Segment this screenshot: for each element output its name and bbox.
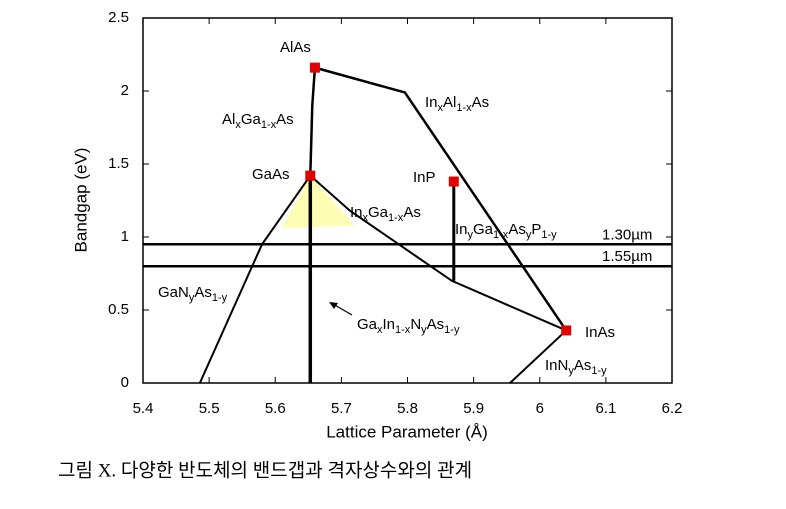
label-part: In — [350, 204, 363, 221]
point — [448, 176, 459, 187]
label-part: x — [235, 119, 241, 131]
label-part: 1-x — [395, 324, 411, 336]
label-part: As — [574, 357, 592, 374]
label-part: As — [403, 204, 421, 221]
label-part: InN — [545, 357, 568, 374]
label-part: GaN — [158, 284, 189, 301]
label-part: x — [438, 102, 444, 114]
point-label: InAs — [585, 324, 615, 341]
label-part: 1-x — [456, 102, 472, 114]
label-part: N — [410, 316, 421, 333]
label-part: As — [427, 316, 445, 333]
label-part: 1-x — [493, 229, 509, 241]
label-part: 1-x — [261, 119, 277, 131]
point — [309, 62, 320, 73]
x-tick-label: 6 — [536, 400, 544, 417]
x-tick-label: 5.9 — [463, 400, 484, 417]
x-tick-label: 5.8 — [397, 400, 418, 417]
x-tick-label: 5.5 — [199, 400, 220, 417]
y-tick-label: 2.5 — [108, 9, 129, 26]
point-label: InP — [413, 169, 436, 186]
label-part: x — [363, 212, 369, 224]
label-part: y — [468, 229, 474, 241]
curve-label: InyGa1-xAsyP1-y — [455, 221, 557, 241]
curve — [309, 174, 567, 332]
label-part: y — [189, 292, 195, 304]
label-part: y — [568, 365, 574, 377]
curve-label: GaNyAs1-y — [158, 284, 228, 304]
shaded-region — [281, 175, 355, 229]
wavelength-label: 1.55µm — [602, 248, 652, 265]
label-part: 1-y — [541, 229, 557, 241]
point — [305, 170, 316, 181]
label-part: x — [377, 324, 383, 336]
label-part: In — [455, 221, 468, 238]
y-tick-label: 0 — [121, 374, 129, 391]
x-tick-label: 6.1 — [595, 400, 616, 417]
curve — [509, 329, 567, 384]
arrow — [332, 303, 353, 316]
label-part: P — [531, 221, 541, 238]
label-part: As — [472, 94, 490, 111]
label-part: In — [425, 94, 438, 111]
x-axis-label: Lattice Parameter (Å) — [326, 422, 488, 441]
label-part: Ga — [241, 111, 262, 128]
curve — [314, 66, 568, 332]
label-part: 1-x — [388, 212, 404, 224]
curve-label: AlxGa1-xAs — [222, 111, 294, 131]
label-part: Ga — [357, 316, 378, 333]
y-axis-label: Bandgap (eV) — [71, 148, 90, 253]
y-tick-label: 1 — [121, 228, 129, 245]
label-part: Ga — [368, 204, 389, 221]
x-tick-label: 6.2 — [662, 400, 683, 417]
curve-label: InNyAs1-y — [545, 357, 607, 377]
arrow-head — [329, 302, 338, 309]
label-part: y — [526, 229, 532, 241]
label-part: In — [383, 316, 396, 333]
x-tick-label: 5.4 — [133, 400, 154, 417]
curve — [309, 67, 317, 176]
label-part: Al — [443, 94, 456, 111]
x-tick-label: 5.6 — [265, 400, 286, 417]
caption: 그림 X. 다양한 반도체의 밴드갭과 격자상수와의 관계 — [58, 459, 472, 481]
label-part: y — [421, 324, 427, 336]
point — [561, 325, 572, 336]
label-part: Ga — [473, 221, 494, 238]
point-label: AlAs — [280, 39, 311, 56]
curve-label: GaxIn1-xNyAs1-y — [357, 316, 460, 336]
y-tick-label: 0.5 — [108, 301, 129, 318]
curve-label: InxGa1-xAs — [350, 204, 421, 224]
label-part: As — [194, 284, 212, 301]
curve-label: InxAl1-xAs — [425, 94, 489, 114]
label-part: As — [508, 221, 526, 238]
label-part: As — [276, 111, 294, 128]
y-tick-label: 1.5 — [108, 155, 129, 172]
x-tick-label: 5.7 — [331, 400, 352, 417]
label-part: Al — [222, 111, 235, 128]
y-tick-label: 2 — [121, 82, 129, 99]
wavelength-label: 1.30µm — [602, 226, 652, 243]
label-part: 1-y — [212, 292, 228, 304]
label-part: 1-y — [444, 324, 460, 336]
label-part: 1-y — [591, 365, 607, 377]
point-label: GaAs — [252, 166, 290, 183]
curve — [198, 175, 312, 384]
